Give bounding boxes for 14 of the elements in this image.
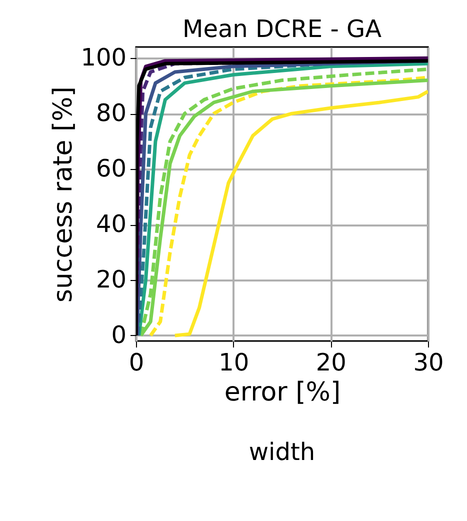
x-tick-label: 0 (128, 348, 144, 376)
y-tick-label: 20 (96, 265, 126, 294)
y-tick-label: 40 (96, 210, 126, 238)
y-tick-label: 60 (96, 154, 126, 183)
y-axis-title: success rate [%] (48, 86, 79, 303)
x-tick-label: 20 (316, 348, 346, 376)
x-axis-title: error [%] (224, 378, 341, 408)
chart-title: Mean DCRE - GA (182, 15, 382, 44)
y-tick-label: 0 (111, 320, 126, 349)
text: width (248, 438, 316, 466)
x-tick-label: 10 (218, 348, 250, 376)
y-tick-label: 100 (80, 44, 126, 72)
y-tick-label: 80 (96, 99, 126, 128)
x-tick-label: 30 (413, 348, 444, 376)
